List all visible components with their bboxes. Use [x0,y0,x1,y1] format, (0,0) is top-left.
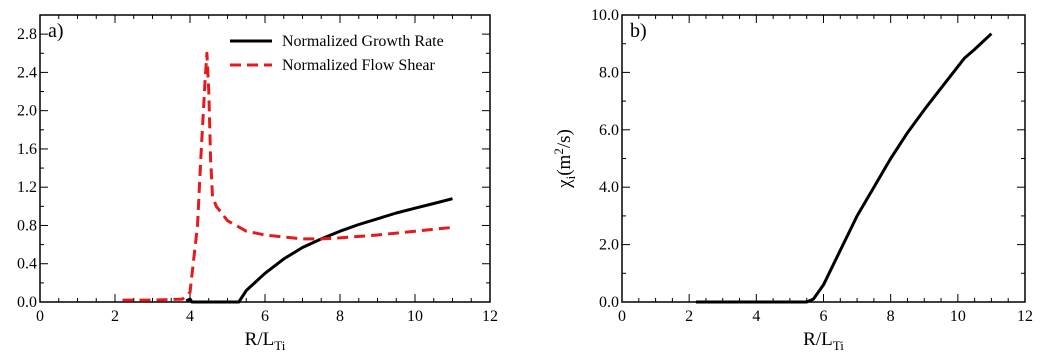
x-tick-label: 10 [407,308,423,325]
panel-label: b) [630,20,647,42]
x-tick-label: 0 [36,308,44,325]
y-tick-label: 2.8 [17,26,37,43]
x-tick-label: 10 [950,308,966,325]
x-tick-label: 2 [685,308,693,325]
y-tick-label: 8.0 [599,64,619,81]
series-line-1 [185,197,453,304]
x-tick-label: 12 [1017,308,1033,325]
panel-label: a) [48,20,64,42]
legend-label: Normalized Flow Shear [282,57,436,74]
y-tick-label: 4.0 [599,179,619,196]
x-tick-label: 4 [752,308,760,325]
y-tick-label: 2.0 [17,103,37,120]
y-tick-label: 0.0 [599,294,619,311]
y-tick-label: 6.0 [599,122,619,139]
x-tick-label: 8 [887,308,895,325]
series-line-2 [122,51,453,302]
series-line-1 [695,32,993,304]
x-tick-label: 4 [186,308,194,325]
y-tick-label: 2.4 [17,64,37,81]
x-tick-label: 0 [618,308,626,325]
x-tick-label: 2 [111,308,119,325]
y-axis-label: χi(m2/s) [551,129,578,189]
x-axis-label: R/LTi [245,329,286,353]
x-tick-label: 6 [820,308,828,325]
x-tick-label: 8 [336,308,344,325]
y-tick-label: 2.0 [599,237,619,254]
x-tick-label: 12 [482,308,498,325]
legend-label: Normalized Growth Rate [282,33,444,50]
panel-b-heat-diffusivity: 0 2 4 6 8 10 12 0.0 2.0 4.0 6.0 8.0 10.0 R/LTi χi(m2/s… [551,7,1033,353]
y-tick-label: 1.2 [17,179,37,196]
x-axis-label: R/LTi [803,329,844,353]
y-tick-label: 0.8 [17,217,37,234]
x-tick-label: 6 [261,308,269,325]
y-tick-label: 0.0 [17,294,37,311]
y-tick-label: 1.6 [17,141,37,158]
y-tick-label: 0.4 [17,256,37,273]
panel-a-growth-rate-flow-shear: 0 2 4 6 8 10 12 0.0 0.4 0.8 1.2 1.6 2.0 2.4 2.8 R/LTi a)… [17,14,498,353]
y-tick-label: 10.0 [591,7,619,24]
